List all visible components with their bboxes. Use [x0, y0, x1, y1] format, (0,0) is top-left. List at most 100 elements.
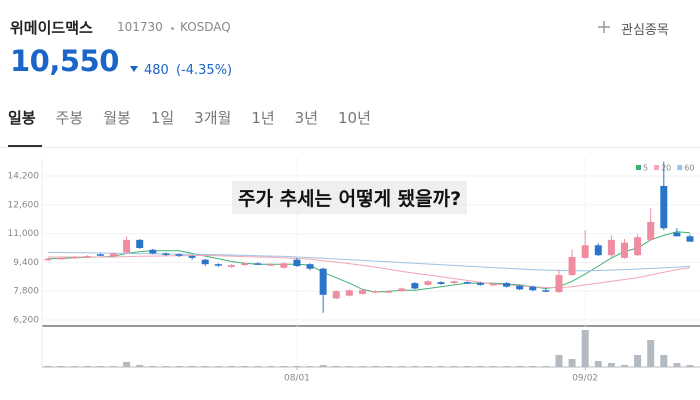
candle-body	[647, 221, 655, 240]
candle-body	[70, 256, 78, 259]
candle-body	[372, 291, 380, 293]
candle-body	[44, 258, 52, 261]
candle-body	[463, 282, 471, 284]
candle-body	[489, 283, 497, 286]
volume-bar	[345, 366, 353, 367]
moving-average-line	[48, 252, 691, 272]
candle-body	[241, 263, 249, 266]
candle-body	[306, 264, 314, 269]
stock-name: 위메이드맥스	[10, 19, 93, 37]
change-percent: (-4.35%)	[176, 63, 233, 78]
legend-swatch	[654, 165, 660, 170]
volume-bar	[647, 340, 655, 367]
tab[interactable]: 3개월	[194, 109, 232, 127]
favorite-icon[interactable]	[597, 20, 611, 34]
candle-body	[267, 264, 275, 266]
candle-body	[254, 263, 262, 265]
candle-body	[568, 256, 576, 275]
overlay-caption: 주가 추세는 어떻게 됐을까?	[232, 181, 468, 214]
candle-body	[581, 245, 589, 258]
volume-bar	[123, 362, 131, 367]
candle-body	[319, 268, 327, 295]
volume-bar	[110, 366, 118, 367]
candle-body	[634, 237, 642, 256]
tab[interactable]: 1일	[150, 109, 175, 127]
favorite-button[interactable]: 관심종목	[621, 23, 669, 38]
candle-body	[162, 253, 170, 255]
y-tick-label: 9,400	[13, 258, 39, 268]
candle-body	[201, 259, 209, 265]
candle-body	[83, 256, 91, 258]
candle-body	[594, 245, 602, 256]
candle-body	[503, 283, 511, 287]
divider	[0, 147, 700, 148]
tab[interactable]: 10년	[338, 109, 371, 127]
candle-body	[332, 291, 340, 299]
candle-body	[450, 281, 458, 284]
stock-code: 101730	[117, 20, 163, 34]
candle-body	[123, 239, 131, 253]
volume-bar	[398, 366, 406, 367]
volume-bar	[44, 366, 52, 367]
candle-body	[136, 239, 144, 248]
candle-body	[620, 242, 628, 258]
moving-average-line	[48, 255, 691, 289]
volume-bar	[594, 361, 602, 367]
candle-body	[660, 185, 668, 229]
volume-bar	[188, 366, 196, 367]
volume-bar	[385, 366, 393, 367]
volume-bar	[241, 366, 249, 367]
legend-swatch	[636, 165, 641, 170]
volume-bar	[634, 355, 642, 367]
tabs: 일봉 주봉 월봉 1일 3개월 1년 3년 10년	[8, 107, 391, 128]
volume-bar	[476, 366, 484, 367]
candle-body	[214, 264, 222, 266]
y-tick-label: 7,800	[13, 287, 39, 297]
volume-bar	[489, 366, 497, 367]
price: 10,550	[10, 44, 119, 78]
candle-body	[280, 263, 288, 268]
candle-body	[673, 232, 681, 237]
volume-bar	[437, 366, 445, 367]
candle-body	[516, 285, 524, 290]
candle-body	[411, 283, 419, 289]
y-tick-label: 11,000	[8, 229, 40, 239]
volume-bar	[332, 366, 340, 367]
tab-underline	[8, 145, 42, 147]
candle-body	[293, 259, 301, 266]
candle-body	[358, 290, 366, 294]
volume-bar	[568, 359, 576, 367]
volume-bar	[673, 363, 681, 367]
volume-bar	[57, 366, 65, 367]
volume-bar	[358, 366, 366, 367]
volume-bar	[293, 366, 301, 367]
tab[interactable]: 1년	[251, 109, 275, 127]
volume-bar	[319, 365, 327, 367]
tab[interactable]: 월봉	[103, 109, 131, 127]
volume-bar	[620, 365, 628, 367]
x-tick-label: 09/02	[572, 374, 598, 384]
volume-bar	[450, 366, 458, 367]
candle-body	[188, 256, 196, 258]
candle-body	[385, 291, 393, 293]
volume-bar	[686, 365, 694, 367]
volume-bar	[214, 366, 222, 367]
tab[interactable]: 3년	[294, 109, 319, 127]
volume-bar	[96, 366, 104, 367]
volume-bar	[162, 366, 170, 367]
volume-bar	[83, 366, 91, 367]
tab[interactable]: 일봉	[8, 109, 36, 127]
candle-body	[149, 249, 157, 254]
candle-body	[345, 290, 353, 296]
volume-bar	[660, 355, 668, 367]
legend-label: 20	[661, 164, 671, 173]
volume-bar	[267, 366, 275, 367]
candle-body	[175, 254, 183, 256]
y-tick-label: 12,600	[8, 200, 40, 210]
volume-bar	[463, 366, 471, 367]
candle-body	[476, 283, 484, 285]
candle-body	[529, 286, 537, 291]
tab[interactable]: 주봉	[55, 109, 84, 127]
